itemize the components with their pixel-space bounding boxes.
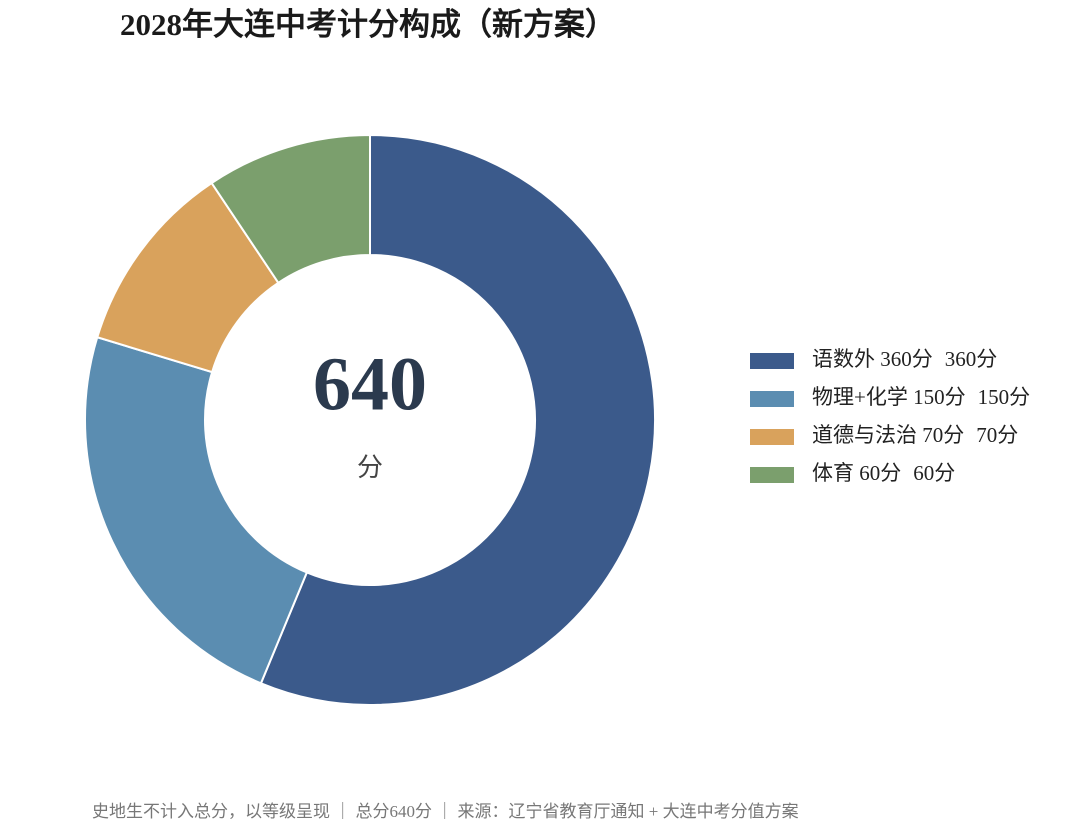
legend-swatch bbox=[750, 429, 794, 445]
legend-label: 道德与法治 70分 70分 bbox=[812, 423, 1018, 447]
legend-swatch bbox=[750, 353, 794, 369]
donut-segment bbox=[210, 133, 371, 285]
legend-swatch bbox=[750, 391, 794, 407]
legend-label: 体育 60分 60分 bbox=[812, 461, 955, 485]
legend-value: 60分 bbox=[913, 461, 955, 485]
legend-value: 70分 bbox=[976, 423, 1018, 447]
legend-name: 道德与法治 70分 bbox=[812, 423, 964, 447]
donut-segment bbox=[84, 336, 309, 685]
legend-name: 体育 60分 bbox=[812, 461, 901, 485]
legend-value: 150分 bbox=[978, 385, 1031, 409]
legend-label: 语数外 360分 360分 bbox=[812, 347, 997, 371]
legend-value: 360分 bbox=[945, 347, 998, 371]
legend-swatch bbox=[750, 467, 794, 483]
legend-label: 物理+化学 150分 150分 bbox=[812, 385, 1030, 409]
chart-title: 2028年大连中考计分构成（新方案） bbox=[120, 7, 616, 42]
footnote: 史地生不计入总分，以等级呈现 ｜ 总分640分 ｜ 来源：辽宁省教育厅通知 + … bbox=[92, 802, 799, 821]
legend-name: 物理+化学 150分 bbox=[812, 385, 966, 409]
center-value: 640 bbox=[313, 342, 427, 426]
center-unit: 分 bbox=[357, 453, 383, 482]
legend-name: 语数外 360分 bbox=[812, 347, 933, 371]
donut-segment bbox=[259, 133, 656, 706]
